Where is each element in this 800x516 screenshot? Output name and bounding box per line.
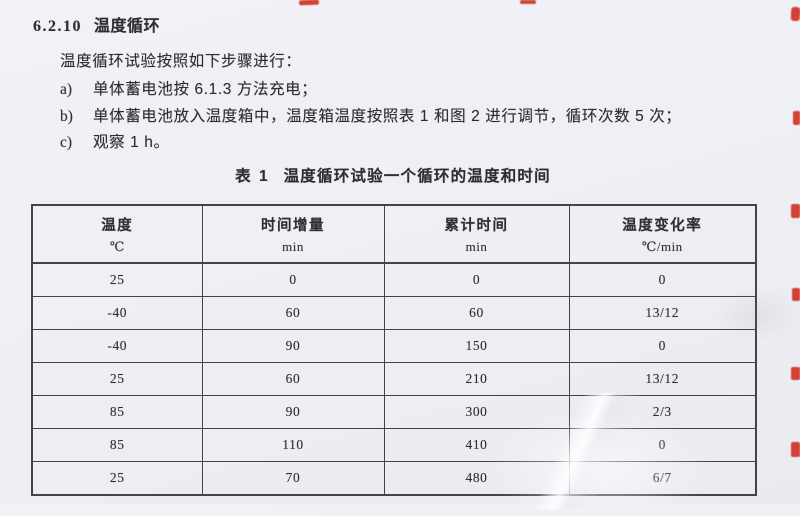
table-cell: 0 <box>201 262 385 297</box>
step-item: b) 单体蓄电池放入温度箱中，温度箱温度按照表 1 和图 2 进行调节，循环次数 … <box>60 104 681 126</box>
table-cell: 0 <box>568 329 757 363</box>
table-cell: 300 <box>383 395 570 429</box>
red-scan-mark <box>793 111 800 125</box>
table-cell: 85 <box>31 395 203 429</box>
column-unit: ℃ <box>109 238 125 254</box>
column-header: 温度变化率 ℃/min <box>568 204 757 264</box>
table-cell: 90 <box>201 395 385 429</box>
table-cell: 13/12 <box>568 362 757 396</box>
table-row: 25 0 0 0 <box>31 262 757 297</box>
column-header: 累计时间 min <box>383 204 570 264</box>
table-row: 25 60 210 13/12 <box>31 362 757 396</box>
section-title: 温度循环 <box>94 18 161 35</box>
table-cell: 90 <box>201 329 385 363</box>
table-row: -40 60 60 13/12 <box>31 296 757 330</box>
red-scan-mark <box>298 0 320 6</box>
table-cell: 70 <box>201 461 385 496</box>
table-cell: 150 <box>383 329 570 363</box>
intro-text: 温度循环试验按照如下步骤进行： <box>60 53 302 70</box>
table-cell: 60 <box>201 296 385 330</box>
step-label: b) <box>60 108 73 125</box>
table-cell: 25 <box>31 262 203 297</box>
table-cell: -40 <box>31 296 203 330</box>
red-scan-mark <box>791 442 800 457</box>
section-number: 6.2.10 <box>33 18 82 35</box>
column-name: 累计时间 <box>444 217 509 234</box>
step-item: c) 观察 1 h。 <box>60 130 170 152</box>
red-scan-mark <box>790 6 800 22</box>
table-cell: 60 <box>383 296 570 330</box>
table-cell: 110 <box>201 428 385 462</box>
step-text: 观察 1 h。 <box>93 134 170 151</box>
table-caption: 表 1 温度循环试验一个循环的温度和时间 <box>31 164 755 186</box>
table-cell: 0 <box>383 262 570 297</box>
column-unit: ℃/min <box>641 238 683 254</box>
table-header-row: 温度 ℃ 时间增量 min 累计时间 min 温度变化率 ℃/min <box>31 204 757 264</box>
table-row: -40 90 150 0 <box>31 329 757 363</box>
step-text: 单体蓄电池按 6.1.3 方法充电； <box>93 81 318 98</box>
red-scan-mark <box>791 204 800 218</box>
table-cell: 0 <box>568 428 757 462</box>
section-heading: 6.2.10 温度循环 <box>33 12 160 36</box>
step-label: a) <box>60 81 73 98</box>
table-cell: 60 <box>201 362 385 396</box>
step-label: c) <box>60 134 73 151</box>
column-header: 温度 ℃ <box>31 204 203 264</box>
red-scan-mark <box>792 288 800 301</box>
red-scan-mark <box>520 0 536 4</box>
table-cell: 25 <box>31 362 203 396</box>
temperature-cycle-table: 温度 ℃ 时间增量 min 累计时间 min 温度变化率 ℃/min 25 0 0 0… <box>31 204 757 496</box>
table-cell: 85 <box>31 428 203 462</box>
table-row: 25 70 480 6/7 <box>31 461 757 496</box>
table-row: 85 110 410 0 <box>31 428 757 462</box>
table-body: 25 0 0 0 -40 60 60 13/12 -40 90 150 0 25 60 210 13/12 85… <box>31 262 757 496</box>
table-cell: 2/3 <box>568 395 757 429</box>
red-scan-mark <box>791 367 800 380</box>
column-name: 温度 <box>101 217 134 234</box>
step-item: a) 单体蓄电池按 6.1.3 方法充电； <box>60 77 317 99</box>
caption-title: 温度循环试验一个循环的温度和时间 <box>283 168 551 185</box>
table-cell: 25 <box>31 461 203 496</box>
table-cell: 210 <box>383 362 570 396</box>
table-cell: 410 <box>383 428 570 462</box>
table-cell: -40 <box>31 329 203 363</box>
column-unit: min <box>465 238 488 254</box>
step-text: 单体蓄电池放入温度箱中，温度箱温度按照表 1 和图 2 进行调节，循环次数 5 … <box>93 108 682 125</box>
table-cell: 6/7 <box>568 461 757 496</box>
table-cell: 0 <box>568 262 757 297</box>
column-name: 时间增量 <box>261 217 325 234</box>
table-row: 85 90 300 2/3 <box>31 395 757 429</box>
column-name: 温度变化率 <box>622 217 703 234</box>
table-cell: 480 <box>383 461 570 496</box>
caption-label: 表 1 <box>235 168 270 185</box>
column-header: 时间增量 min <box>201 204 385 264</box>
table-cell: 13/12 <box>568 296 757 330</box>
column-unit: min <box>282 238 304 254</box>
